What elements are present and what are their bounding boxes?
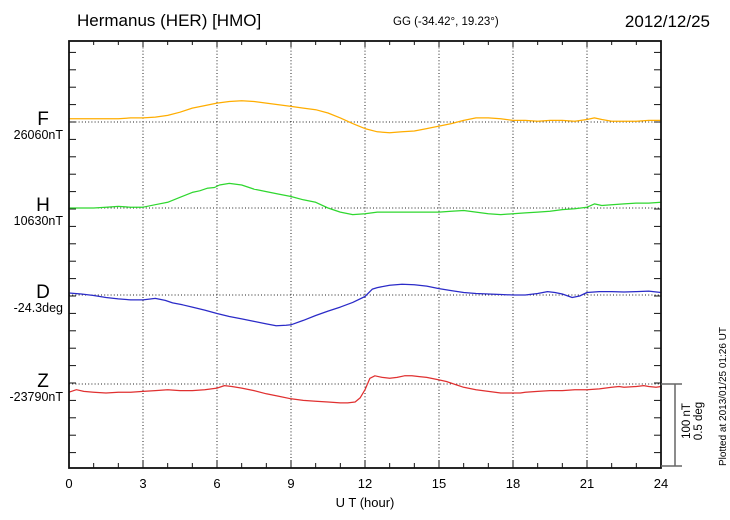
component-letter-F: F — [37, 109, 49, 130]
geographic-coordinates: GG (-34.42°, 19.23°) — [393, 16, 499, 28]
x-tick-label-24: 24 — [654, 476, 668, 491]
component-baseline-D: -24.3deg — [14, 301, 63, 315]
x-axis-title: U T (hour) — [336, 495, 395, 510]
x-tick-label-18: 18 — [506, 476, 520, 491]
plot-dynamic-layer — [68, 41, 662, 468]
x-tick-label-0: 0 — [65, 476, 72, 491]
curve-D — [68, 283, 662, 327]
x-tick-label-9: 9 — [287, 476, 294, 491]
curve-F — [68, 100, 662, 134]
x-tick-label-15: 15 — [432, 476, 446, 491]
component-letter-D: D — [36, 282, 50, 303]
x-tick-label-3: 3 — [139, 476, 146, 491]
component-baseline-H: 10630nT — [14, 214, 64, 228]
station-title: Hermanus (HER) [HMO] — [77, 11, 261, 30]
scale-label-nT: 100 nT — [681, 403, 693, 439]
scale-label-deg: 0.5 deg — [693, 402, 705, 440]
curve-Z — [68, 375, 662, 404]
component-baseline-Z: -23790nT — [9, 390, 63, 404]
x-tick-label-6: 6 — [213, 476, 220, 491]
x-tick-label-21: 21 — [580, 476, 594, 491]
component-letter-H: H — [36, 195, 50, 216]
component-baseline-F: 26060nT — [14, 128, 64, 142]
plot-date: 2012/12/25 — [625, 12, 710, 31]
scale-bar — [661, 383, 682, 467]
curve-H — [68, 182, 662, 216]
plotted-at-note: Plotted at 2013/01/25 01:26 UT — [718, 327, 729, 466]
plot-frame — [68, 40, 662, 469]
component-letter-Z: Z — [37, 371, 49, 392]
x-tick-label-12: 12 — [358, 476, 372, 491]
